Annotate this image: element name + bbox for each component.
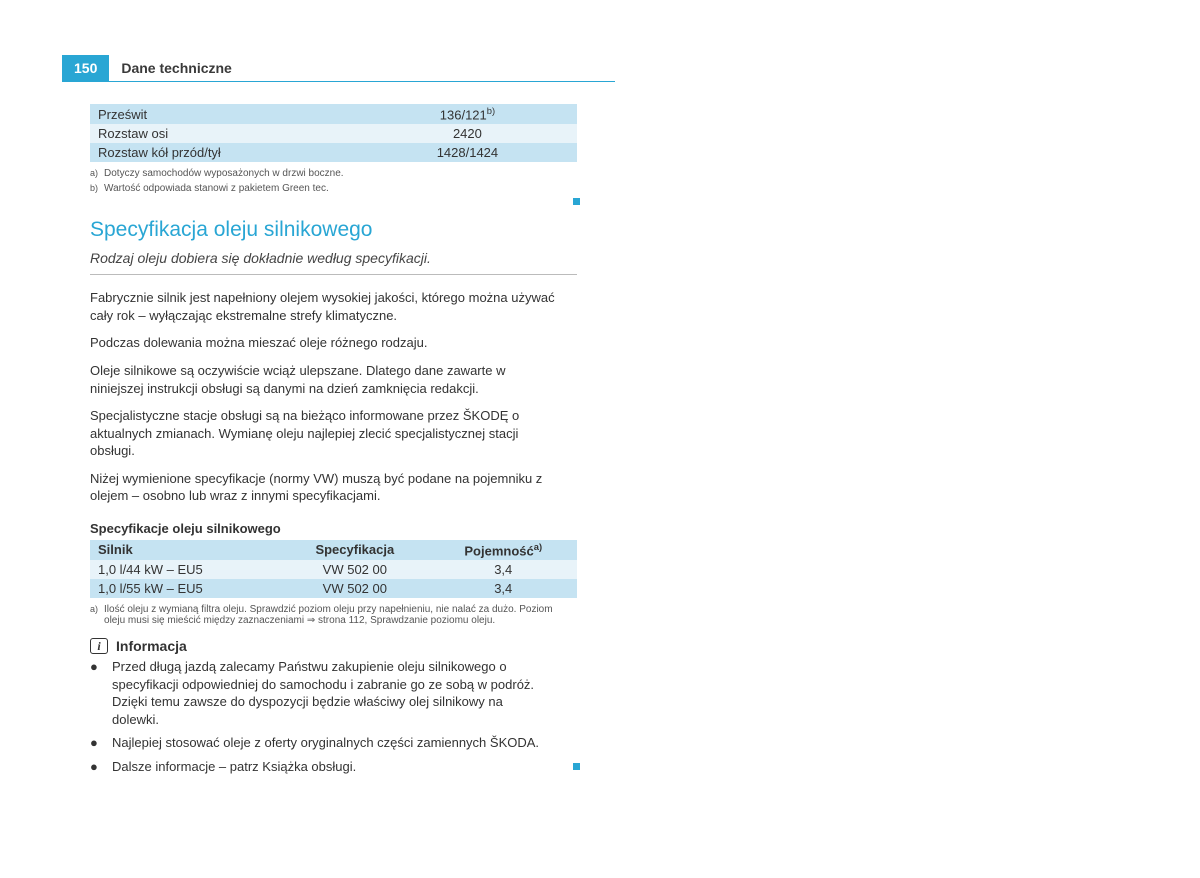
spec-th-capacity: Pojemnośća): [429, 540, 577, 560]
section-end-marker: [573, 763, 580, 770]
page-header: 150 Dane techniczne: [62, 55, 615, 82]
spec-table: Silnik Specyfikacja Pojemnośća) 1,0 l/44…: [90, 540, 577, 598]
dim-value: 1428/1424: [358, 143, 577, 162]
spec-table-title: Specyfikacje oleju silnikowego: [90, 521, 615, 536]
paragraph: Niżej wymienione specyfikacje (normy VW)…: [90, 470, 555, 505]
section-paragraphs: Fabrycznie silnik jest napełniony olejem…: [62, 289, 615, 504]
spec-footnotes: a)Ilość oleju z wymianą filtra oleju. Sp…: [90, 604, 555, 626]
table-row: 1,0 l/55 kW – EU5VW 502 003,4: [90, 579, 577, 598]
info-label: Informacja: [116, 638, 187, 654]
paragraph: Oleje silnikowe są oczywiście wciąż ulep…: [90, 362, 555, 397]
dim-label: Prześwit: [90, 104, 358, 124]
info-icon: i: [90, 638, 108, 654]
dim-value: 2420: [358, 124, 577, 143]
footnote: a)Ilość oleju z wymianą filtra oleju. Sp…: [90, 604, 555, 626]
spec-th-engine: Silnik: [90, 540, 280, 560]
info-bullet-list: ●Przed długą jazdą zalecamy Państwu zaku…: [90, 658, 550, 775]
dim-label: Rozstaw osi: [90, 124, 358, 143]
bullet-item: ●Przed długą jazdą zalecamy Państwu zaku…: [90, 658, 550, 728]
table-row: Prześwit136/121b): [90, 104, 577, 124]
spec-th-spec: Specyfikacja: [280, 540, 429, 560]
paragraph: Podczas dolewania można mieszać oleje ró…: [90, 334, 555, 352]
paragraph: Specjalistyczne stacje obsługi są na bie…: [90, 407, 555, 460]
table-row: 1,0 l/44 kW – EU5VW 502 003,4: [90, 560, 577, 579]
footnote: b)Wartość odpowiada stanowi z pakietem G…: [90, 183, 615, 194]
info-header: i Informacja: [90, 638, 615, 654]
page-number: 150: [62, 55, 109, 81]
spec-cell-spec: VW 502 00: [280, 579, 429, 598]
spec-cell-engine: 1,0 l/44 kW – EU5: [90, 560, 280, 579]
page-content: 150 Dane techniczne Prześwit136/121b)Roz…: [0, 0, 615, 775]
section-end-marker: [573, 198, 580, 205]
dim-label: Rozstaw kół przód/tył: [90, 143, 358, 162]
spec-cell-spec: VW 502 00: [280, 560, 429, 579]
spec-th-capacity-sup: a): [534, 542, 542, 552]
footnote: a)Dotyczy samochodów wyposażonych w drzw…: [90, 168, 615, 179]
header-title: Dane techniczne: [109, 60, 231, 76]
bullet-item: ●Dalsze informacje – patrz Książka obsłu…: [90, 758, 550, 776]
spec-th-capacity-text: Pojemność: [464, 543, 533, 558]
section-subtitle: Rodzaj oleju dobiera się dokładnie wedłu…: [90, 250, 577, 275]
dimensions-table: Prześwit136/121b)Rozstaw osi2420Rozstaw …: [90, 104, 577, 162]
bullet-item: ●Najlepiej stosować oleje z oferty orygi…: [90, 734, 550, 752]
table-row: Rozstaw kół przód/tył1428/1424: [90, 143, 577, 162]
dimensions-footnotes: a)Dotyczy samochodów wyposażonych w drzw…: [90, 168, 615, 194]
spec-cell-capacity: 3,4: [429, 560, 577, 579]
spec-cell-capacity: 3,4: [429, 579, 577, 598]
dim-value: 136/121b): [358, 104, 577, 124]
paragraph: Fabrycznie silnik jest napełniony olejem…: [90, 289, 555, 324]
section-title: Specyfikacja oleju silnikowego: [90, 218, 615, 242]
spec-cell-engine: 1,0 l/55 kW – EU5: [90, 579, 280, 598]
table-row: Rozstaw osi2420: [90, 124, 577, 143]
